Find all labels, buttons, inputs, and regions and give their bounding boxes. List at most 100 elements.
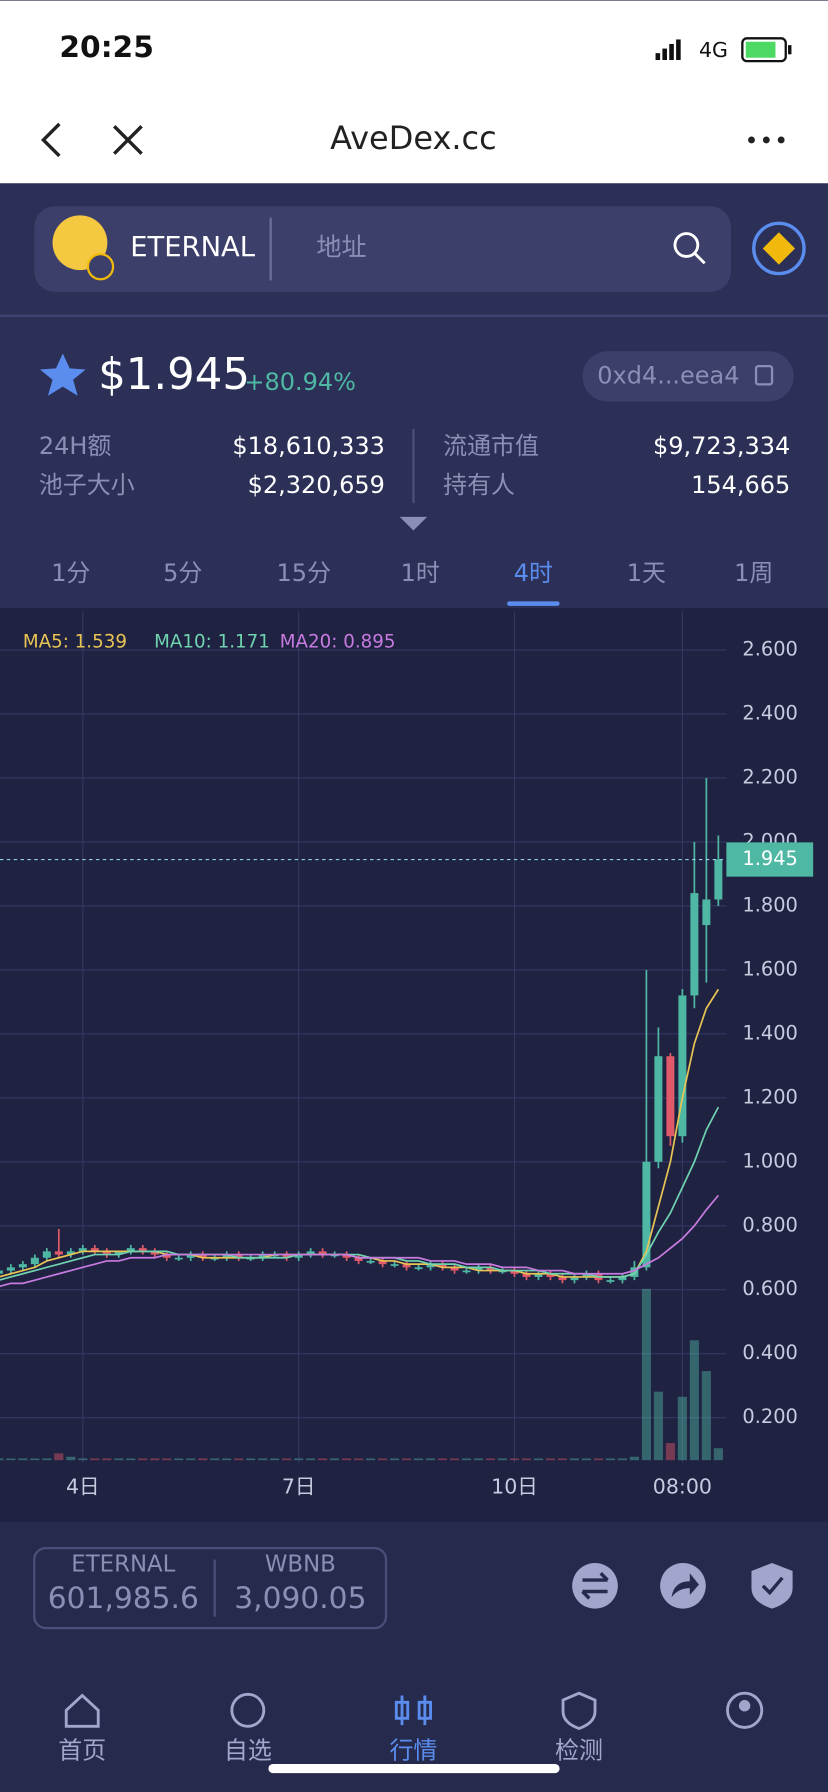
- more-button[interactable]: [748, 136, 785, 144]
- chain-badge: [86, 253, 115, 281]
- candle-body: [474, 1267, 483, 1271]
- volume-bar: [533, 1458, 544, 1461]
- tab-label[interactable]: 检测: [555, 1736, 603, 1764]
- candle-body: [174, 1257, 183, 1260]
- interval-tab[interactable]: 1分: [51, 559, 90, 587]
- candle-body: [282, 1254, 291, 1258]
- interval-tab[interactable]: 1周: [734, 559, 773, 587]
- expand-toggle[interactable]: [399, 516, 428, 531]
- volume-bar: [210, 1458, 220, 1461]
- stat-value: $2,320,659: [248, 471, 385, 499]
- copy-icon[interactable]: [754, 364, 774, 386]
- volume-bar: [569, 1458, 580, 1461]
- candle-body: [138, 1248, 147, 1252]
- y-tick-label: 0.400: [742, 1341, 798, 1364]
- candle-body: [102, 1251, 111, 1255]
- favorite-star[interactable]: [39, 353, 86, 396]
- volume-bar: [258, 1458, 268, 1461]
- y-tick-label: 0.200: [742, 1405, 798, 1428]
- legend-entry: MA10: 1.171: [154, 631, 270, 652]
- candle-body: [354, 1257, 363, 1261]
- candle-body: [150, 1251, 159, 1255]
- volume-bar: [605, 1458, 616, 1461]
- interval-tab[interactable]: 15分: [277, 559, 331, 587]
- candle-body: [510, 1270, 519, 1274]
- candle-body: [702, 899, 711, 926]
- stat-label: 24H额: [39, 432, 112, 460]
- volume-bar: [449, 1458, 460, 1461]
- volume-bar: [138, 1458, 148, 1461]
- volume-bar: [282, 1458, 292, 1461]
- candle-body: [414, 1267, 423, 1270]
- volume-bar: [689, 1340, 699, 1461]
- volume-bar: [378, 1458, 388, 1461]
- page-title: AveDex.cc: [330, 119, 497, 157]
- tab-label[interactable]: 行情: [389, 1736, 437, 1764]
- candle-body: [306, 1251, 315, 1255]
- volume-bar: [521, 1458, 532, 1461]
- tab-label[interactable]: 首页: [58, 1736, 106, 1764]
- volume-bar: [414, 1458, 424, 1461]
- interval-tab[interactable]: 1时: [401, 559, 440, 587]
- x-tick-label: 7日: [282, 1475, 316, 1499]
- volume-bar: [246, 1458, 256, 1461]
- candle-body: [606, 1280, 615, 1282]
- search-icon[interactable]: [673, 232, 706, 265]
- volume-bar: [390, 1458, 400, 1461]
- pool-token: WBNB: [265, 1552, 336, 1578]
- interval-tab[interactable]: 1天: [627, 559, 666, 587]
- swap-button[interactable]: [572, 1562, 618, 1609]
- candle-body: [126, 1248, 135, 1252]
- candle-body: [198, 1254, 207, 1258]
- volume-bar: [342, 1458, 352, 1461]
- candle-body: [42, 1251, 51, 1258]
- candle-body: [426, 1264, 435, 1268]
- volume-bar: [354, 1458, 364, 1461]
- volume-bar: [234, 1458, 244, 1461]
- candle-body: [66, 1251, 75, 1255]
- back-button[interactable]: [40, 122, 61, 158]
- volume-bar: [222, 1458, 232, 1461]
- candle-body: [666, 1056, 675, 1137]
- candle-body: [294, 1254, 303, 1258]
- pool-token: ETERNAL: [71, 1552, 175, 1578]
- volume-bar: [78, 1458, 88, 1461]
- volume-bar: [6, 1458, 16, 1461]
- share-button[interactable]: [660, 1562, 706, 1609]
- candle-body: [378, 1260, 387, 1265]
- token-address: 0xd4...eea4: [597, 361, 739, 389]
- candle-body: [54, 1251, 63, 1255]
- signal-icon: [655, 39, 681, 61]
- volume-bar: [306, 1458, 316, 1461]
- interval-tab[interactable]: 5分: [163, 559, 202, 587]
- y-tick-label: 0.800: [742, 1213, 798, 1236]
- candle-body: [402, 1264, 411, 1268]
- candle-body: [6, 1267, 15, 1271]
- candle-body: [318, 1251, 327, 1255]
- pool-amount: 601,985.6: [48, 1581, 199, 1616]
- candle-body: [486, 1267, 495, 1271]
- volume-bar: [497, 1458, 508, 1461]
- tab-label[interactable]: 自选: [224, 1736, 272, 1764]
- tab-icons: [64, 1691, 764, 1731]
- candle-body: [558, 1276, 567, 1281]
- candle-body: [90, 1248, 99, 1252]
- candle-body: [162, 1254, 171, 1258]
- volume-bar: [294, 1458, 304, 1461]
- volume-bar: [593, 1458, 604, 1461]
- volume-bar: [162, 1458, 172, 1461]
- header-bg: [0, 0, 828, 184]
- volume-bar: [473, 1458, 484, 1461]
- address-pill[interactable]: [582, 351, 794, 402]
- y-tick-label: 1.800: [742, 893, 798, 916]
- interval-tab[interactable]: 4时: [514, 559, 553, 587]
- volume-bar: [114, 1458, 124, 1461]
- ma-line: [0, 1106, 720, 1281]
- y-tick-label: 1.400: [742, 1021, 798, 1044]
- close-button[interactable]: [112, 125, 143, 155]
- security-button[interactable]: [751, 1562, 793, 1609]
- volume-bar: [557, 1458, 568, 1461]
- y-tick-label: 1.000: [742, 1149, 798, 1172]
- candle-body: [678, 995, 687, 1137]
- search-box[interactable]: [34, 206, 731, 292]
